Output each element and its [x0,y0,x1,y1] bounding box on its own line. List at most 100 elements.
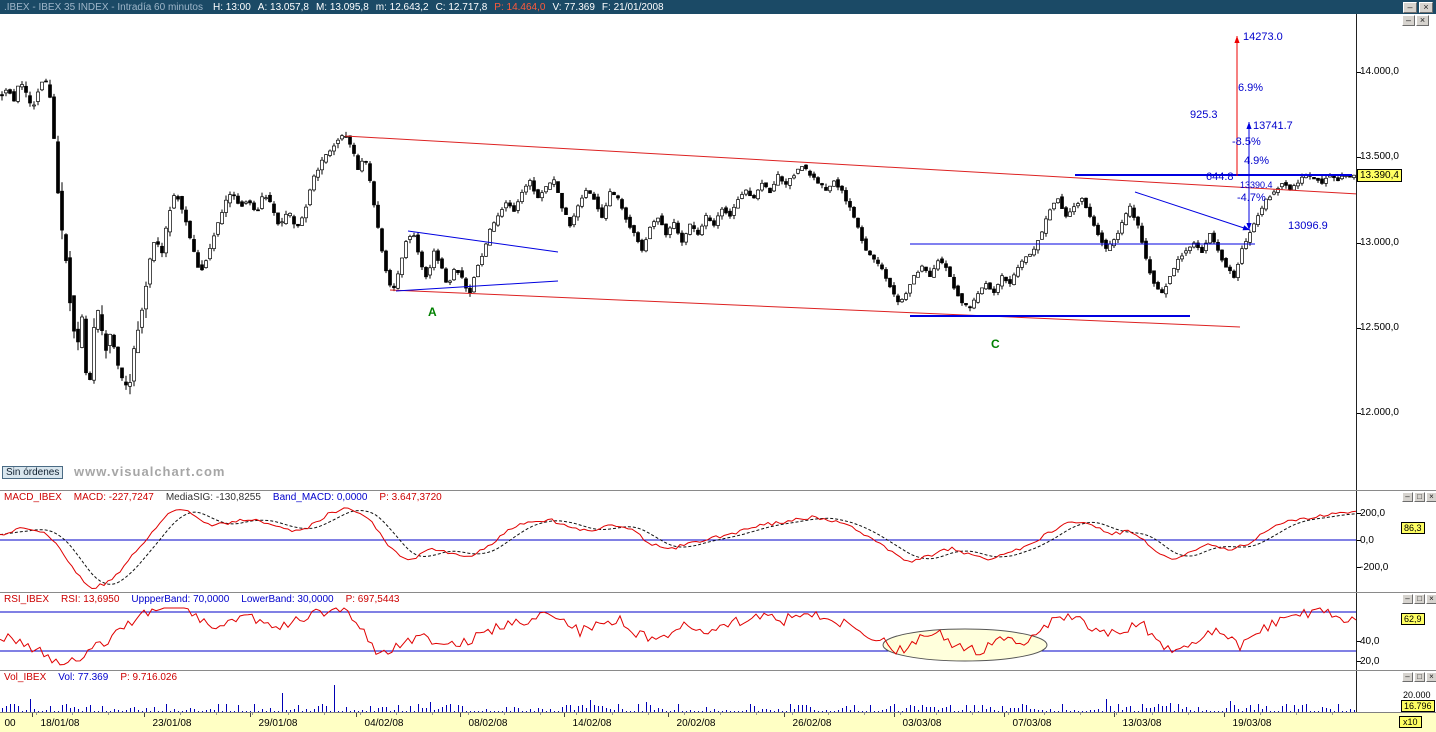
macd-panel-close-button[interactable]: × [1426,492,1436,502]
quote-field: m: 12.643,2 [375,1,429,13]
date-label: 20/02/08 [676,718,716,729]
rsi-panel-minimize-button[interactable]: – [1402,594,1413,604]
quote-field: F: 21/01/2008 [601,1,664,13]
volume-panel-close-button[interactable]: × [1426,672,1436,682]
titlebar-close-button[interactable]: × [1419,1,1433,13]
volume-header: Vol_IBEX Vol: 77.369 P: 9.716.026 [0,671,1356,684]
price-panel-close-button[interactable]: × [1416,15,1429,26]
rsi-panel: RSI_IBEX RSI: 13,6950 UppperBand: 70,0000 L… [0,592,1436,670]
svg-text:A: A [428,305,437,319]
date-label: 03/03/08 [902,718,942,729]
window-title: .IBEX - IBEX 35 INDEX - Intradía 60 minu… [4,1,203,13]
indicator-header-field: RSI_IBEX [4,594,50,605]
rsi-panel-window-buttons: – □ × [1402,594,1436,604]
indicator-header-field: MACD_IBEX [4,492,62,503]
macd-panel-maximize-button[interactable]: □ [1414,492,1425,502]
rsi-axis: 40,0 20,0 [1356,593,1401,670]
quote-field: P: 14.464,0 [494,1,546,13]
macd-panel-controls: – □ × 86,3 [1401,491,1436,592]
titlebar-window-buttons: – × [1403,1,1433,13]
date-label: 18/01/08 [40,718,80,729]
date-label: 00 [4,718,16,729]
volume-axis [1356,671,1401,712]
svg-text:-8.5%: -8.5% [1232,136,1261,148]
indicator-header-field: Vol: 77.369 [58,672,109,683]
volume-panel-controls: – □ × 20.000 16.796 [1401,671,1436,712]
svg-text:13390.4: 13390.4 [1240,180,1273,190]
price-axis-label: 12.000,0 [1360,407,1399,418]
volume-chart-canvas[interactable] [0,684,1356,712]
macd-chart-canvas[interactable] [0,504,1356,592]
macd-panel: MACD_IBEX MACD: -227,7247 MediaSIG: -130,8… [0,490,1436,592]
indicator-header-field: P: 3.647,3720 [379,492,442,503]
price-axis: 14.000,0 13.500,0 13.000,0 12.500,0 12.000,0… [1356,14,1402,490]
volume-panel: Vol_IBEX Vol: 77.369 P: 9.716.026 – □ × 20.00… [0,670,1436,712]
rsi-axis-label: 20,0 [1360,656,1380,667]
date-label: 29/01/08 [258,718,298,729]
svg-text:13096.9: 13096.9 [1288,220,1328,232]
date-label: 04/02/08 [364,718,404,729]
quote-field: H: 13:00 [212,1,251,13]
macd-header: MACD_IBEX MACD: -227,7247 MediaSIG: -130,8… [0,491,1356,504]
window-titlebar: .IBEX - IBEX 35 INDEX - Intradía 60 minu… [0,0,1436,14]
quote-field: M: 13.095,8 [315,1,369,13]
visualchart-watermark: www.visualchart.com [74,464,226,479]
titlebar-minimize-button[interactable]: – [1403,1,1417,13]
quote-field: V: 77.369 [552,1,595,13]
price-axis-label: 13.000,0 [1360,236,1399,248]
last-price-badge: 13.390,4 [1357,169,1402,182]
rsi-value-badge: 62,9 [1401,613,1425,625]
svg-text:925.3: 925.3 [1190,109,1218,121]
date-label: 08/02/08 [468,718,508,729]
indicator-header-field: MACD: -227,7247 [73,492,154,503]
svg-text:14273.0: 14273.0 [1243,31,1283,43]
rsi-panel-maximize-button[interactable]: □ [1414,594,1425,604]
indicator-header-field: Band_MACD: 0,0000 [272,492,368,503]
svg-text:644.8: 644.8 [1206,171,1234,183]
rsi-chart-canvas[interactable] [0,606,1356,670]
price-panel: 14273.0 6.9% 925.3 13741.7 -8.5% 4.9% 644.8 133… [0,14,1436,490]
quote-field: C: 12.717,8 [435,1,488,13]
price-chart-canvas[interactable]: 14273.0 6.9% 925.3 13741.7 -8.5% 4.9% 644.8 133… [0,14,1356,490]
date-label: 23/01/08 [152,718,192,729]
scale-multiplier-badge: x10 [1399,716,1422,728]
time-axis: 00 18/01/08 23/01/08 29/01/08 04/02/08 08/02/… [0,712,1436,732]
rsi-panel-close-button[interactable]: × [1426,594,1436,604]
sin-ordenes-button[interactable]: Sin órdenes [2,466,64,479]
svg-text:C: C [991,337,1000,351]
date-label: 26/02/08 [792,718,832,729]
svg-text:-4.7%: -4.7% [1237,192,1266,204]
macd-svg [0,507,1356,590]
price-axis-label: 12.500,0 [1360,321,1399,333]
rsi-header: RSI_IBEX RSI: 13,6950 UppperBand: 70,0000 L… [0,593,1356,606]
indicator-header-field: Vol_IBEX [4,672,47,683]
macd-value-badge: 86,3 [1401,522,1425,534]
indicator-header-field: UppperBand: 70,0000 [131,594,230,605]
indicator-header-field: MediaSIG: -130,8255 [165,492,261,503]
macd-axis-label: 200,0 [1360,508,1386,519]
price-axis-label: 13.500,0 [1360,151,1399,163]
quote-field: A: 13.057,8 [257,1,309,13]
date-label: 19/03/08 [1232,718,1272,729]
macd-axis: 200,0 0,0 -200,0 [1356,491,1401,592]
volume-panel-minimize-button[interactable]: – [1402,672,1413,682]
price-panel-window-buttons: – × [1402,15,1429,26]
indicator-header-field: P: 697,5443 [345,594,400,605]
rsi-panel-controls: – □ × 62,9 [1401,593,1436,670]
macd-panel-window-buttons: – □ × [1402,492,1436,502]
date-label: 13/03/08 [1122,718,1162,729]
price-candles-svg: 14273.0 6.9% 925.3 13741.7 -8.5% 4.9% 644.8 133… [0,31,1356,395]
price-axis-label: 14.000,0 [1360,66,1399,77]
macd-axis-label: -200,0 [1360,562,1389,573]
macd-axis-label: 0,0 [1360,535,1374,546]
price-panel-controls: – × [1401,14,1436,490]
rsi-axis-label: 40,0 [1360,636,1380,647]
indicator-header-field: P: 9.716.026 [120,672,178,683]
price-panel-minimize-button[interactable]: – [1402,15,1415,26]
macd-panel-minimize-button[interactable]: – [1402,492,1413,502]
indicator-header-field: RSI: 13,6950 [61,594,120,605]
indicator-header-field: LowerBand: 30,0000 [241,594,334,605]
volume-panel-maximize-button[interactable]: □ [1414,672,1425,682]
volume-value-badge: 16.796 [1401,700,1435,712]
volume-panel-window-buttons: – □ × [1402,672,1436,682]
